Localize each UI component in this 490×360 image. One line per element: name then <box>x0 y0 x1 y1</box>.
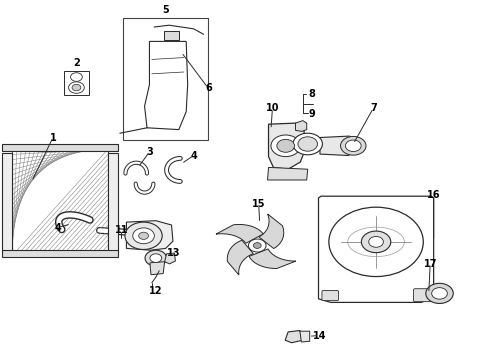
Circle shape <box>71 73 82 81</box>
Polygon shape <box>269 123 305 169</box>
Text: 1: 1 <box>49 132 56 143</box>
Polygon shape <box>259 214 284 248</box>
Circle shape <box>298 137 318 151</box>
Bar <box>12 149 108 256</box>
Polygon shape <box>227 240 253 275</box>
Text: 5: 5 <box>162 5 169 15</box>
Text: 4: 4 <box>190 150 197 161</box>
Text: 10: 10 <box>266 103 279 113</box>
Ellipse shape <box>348 227 404 257</box>
Text: 3: 3 <box>146 147 153 157</box>
Circle shape <box>345 140 361 152</box>
Bar <box>2 144 118 151</box>
Text: 17: 17 <box>423 258 437 269</box>
FancyBboxPatch shape <box>414 289 431 302</box>
Polygon shape <box>300 331 310 342</box>
Bar <box>164 31 179 40</box>
Polygon shape <box>295 121 307 131</box>
Circle shape <box>72 84 81 91</box>
Text: 13: 13 <box>167 248 181 258</box>
Circle shape <box>150 254 162 262</box>
Bar <box>2 250 118 257</box>
Polygon shape <box>126 221 173 250</box>
FancyBboxPatch shape <box>322 291 339 301</box>
Circle shape <box>277 139 294 152</box>
Text: 14: 14 <box>313 330 326 341</box>
Text: 6: 6 <box>205 83 212 93</box>
Polygon shape <box>145 41 188 130</box>
Polygon shape <box>150 262 165 275</box>
Text: 7: 7 <box>370 103 377 113</box>
Circle shape <box>432 288 447 299</box>
Circle shape <box>145 250 167 266</box>
Text: 15: 15 <box>252 199 266 210</box>
Circle shape <box>341 136 366 155</box>
Circle shape <box>125 222 162 249</box>
Polygon shape <box>285 330 303 343</box>
Circle shape <box>271 135 300 157</box>
Circle shape <box>133 228 154 244</box>
Polygon shape <box>318 196 434 302</box>
Polygon shape <box>216 225 263 243</box>
Text: 11: 11 <box>115 225 128 235</box>
Bar <box>2 153 12 252</box>
Text: 2: 2 <box>73 58 80 68</box>
Bar <box>122 18 208 140</box>
Text: 12: 12 <box>149 286 163 296</box>
Circle shape <box>253 243 261 248</box>
Circle shape <box>248 239 266 252</box>
Circle shape <box>329 207 423 276</box>
Circle shape <box>426 283 453 303</box>
Text: 16: 16 <box>427 190 441 200</box>
Circle shape <box>362 231 391 253</box>
Text: 8: 8 <box>309 89 316 99</box>
Circle shape <box>369 237 384 247</box>
Polygon shape <box>165 253 175 264</box>
Bar <box>108 153 118 252</box>
Polygon shape <box>268 167 308 180</box>
Circle shape <box>139 232 148 239</box>
Circle shape <box>69 82 84 93</box>
Text: 9: 9 <box>309 109 316 120</box>
Polygon shape <box>320 136 353 156</box>
Circle shape <box>293 133 322 155</box>
Text: 4: 4 <box>54 222 61 233</box>
Polygon shape <box>249 249 296 269</box>
Bar <box>64 71 89 95</box>
